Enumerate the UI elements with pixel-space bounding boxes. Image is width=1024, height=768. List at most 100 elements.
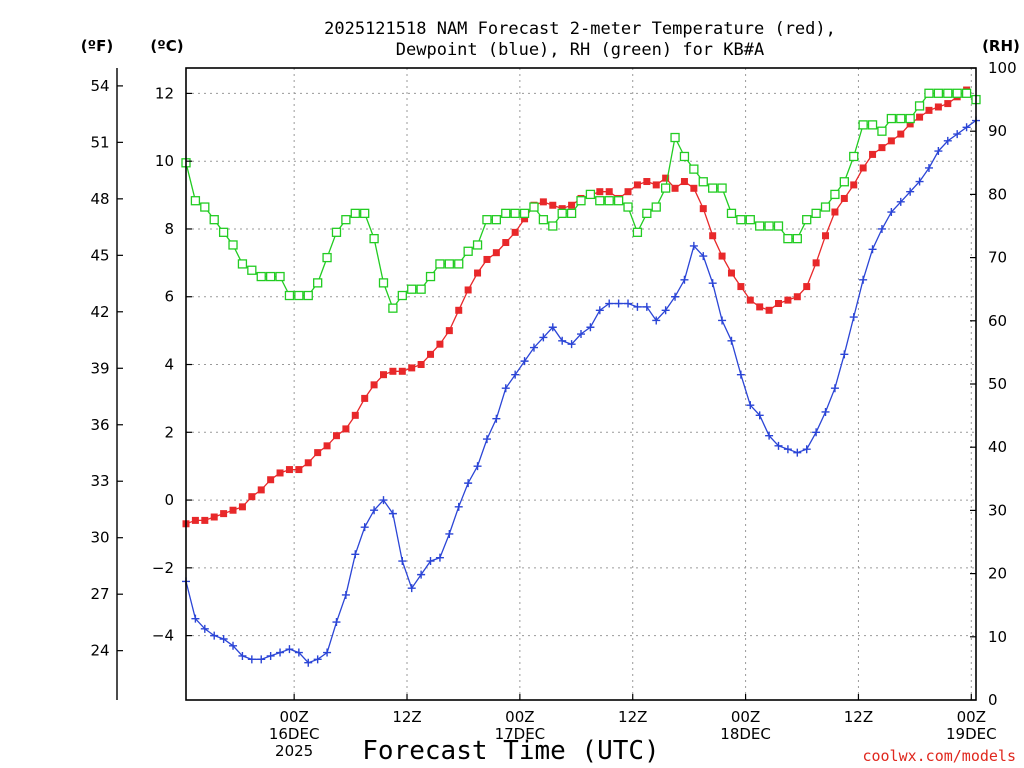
dewpoint-point [624, 299, 633, 308]
rh-point [820, 202, 831, 212]
rh-point [218, 227, 229, 237]
dewpoint-point [783, 445, 792, 454]
temperature-point [897, 130, 905, 138]
rh-point [745, 215, 755, 225]
rh-point [510, 208, 520, 219]
rh-point [839, 177, 849, 187]
temperature-point [210, 513, 218, 521]
rh-point [651, 202, 661, 212]
dewpoint-point [755, 411, 764, 420]
temperature-point [784, 296, 792, 304]
rh-point [501, 208, 511, 219]
dewpoint-point [605, 299, 614, 308]
credit-text: coolwx.com/models [862, 747, 1016, 765]
temperature-point [229, 506, 237, 514]
temperature-point [220, 510, 228, 518]
dewpoint-point [924, 163, 933, 172]
rh-point [454, 259, 464, 269]
dewpoint-point [276, 648, 285, 657]
temperature-point [727, 269, 735, 277]
rh-point [858, 120, 868, 130]
temperature-point [314, 449, 322, 457]
c-tick-label: 6 [164, 288, 174, 306]
x-tick-label: 19DEC [946, 725, 997, 743]
dewpoint-point [708, 279, 717, 288]
rh-point [849, 151, 859, 162]
temperature-point [737, 283, 745, 291]
dewpoint-point [896, 197, 905, 206]
c-tick-label: 2 [164, 423, 174, 441]
temperature-point [709, 232, 717, 240]
dewpoint-point [718, 316, 727, 325]
dewpoint-point [323, 648, 332, 657]
dewpoint-point [868, 245, 877, 254]
temperature-point [906, 120, 914, 128]
rh-point [435, 259, 445, 269]
temperature-point [445, 327, 453, 335]
rh-point [313, 278, 323, 288]
rh-point [933, 88, 944, 98]
series-layer [181, 86, 981, 667]
rh-unit-label: (RH) [982, 37, 1020, 55]
chart-title-line2: Dewpoint (blue), RH (green) for KB#A [396, 40, 764, 60]
x-tick-label: 18DEC [720, 725, 771, 743]
dewpoint-point [859, 275, 868, 284]
dewpoint-point [341, 590, 350, 599]
f-tick-label: 54 [90, 77, 109, 95]
dewpoint-point [529, 343, 538, 352]
rh-tick-label: 40 [988, 438, 1007, 456]
rh-tick-label: 20 [988, 565, 1007, 583]
dewpoint-point [586, 323, 595, 332]
dewpoint-point [840, 350, 849, 359]
rh-point [585, 189, 596, 200]
temperature-point [267, 476, 275, 484]
dewpoint-point [304, 658, 313, 667]
dewpoint-point [727, 336, 736, 345]
rh-point [877, 126, 887, 136]
temperature-point [671, 184, 679, 192]
rh-point [322, 252, 332, 263]
temperature-point [248, 493, 256, 501]
rh-point [755, 221, 765, 231]
x-tick-label: 2025 [275, 742, 313, 760]
temperature-point [859, 164, 867, 172]
dewpoint-point [661, 306, 670, 315]
temperature-point [793, 293, 801, 301]
rh-point [331, 227, 342, 237]
temperature-point [502, 239, 510, 247]
temperature-point [605, 188, 613, 196]
dewpoint-point [642, 302, 651, 311]
rh-point [670, 132, 680, 143]
rh-point [491, 215, 502, 225]
temperature-point [690, 184, 698, 192]
rh-point [237, 259, 248, 269]
rh-point [247, 265, 257, 275]
rh-point [425, 271, 436, 282]
dewpoint-point [774, 441, 783, 450]
dewpoint-point [238, 651, 247, 660]
c-tick-label: 12 [155, 84, 174, 102]
rh-tick-label: 100 [988, 59, 1017, 77]
celsius-unit-label: (ºC) [150, 37, 183, 55]
dewpoint-point [435, 553, 444, 562]
dewpoint-point [492, 414, 501, 423]
rh-point [792, 233, 802, 244]
dewpoint-point [247, 655, 256, 664]
plot-frame [185, 67, 977, 701]
c-tick-label: 0 [164, 491, 174, 509]
dewpoint-point [482, 435, 491, 444]
dewpoint-point [652, 316, 661, 325]
temperature-point [257, 486, 265, 494]
dewpoint-point [934, 147, 943, 156]
f-tick-label: 27 [90, 585, 109, 603]
rh-point [538, 215, 549, 225]
rh-point [284, 290, 295, 301]
dewpoint-point [285, 645, 294, 654]
c-tick-label: 4 [164, 356, 174, 374]
rh-tick-label: 90 [988, 122, 1007, 140]
rh-point [764, 221, 774, 231]
rh-point [905, 113, 915, 124]
x-tick-label: 00Z [505, 708, 534, 726]
temperature-point [624, 188, 632, 196]
rh-point [388, 303, 398, 313]
